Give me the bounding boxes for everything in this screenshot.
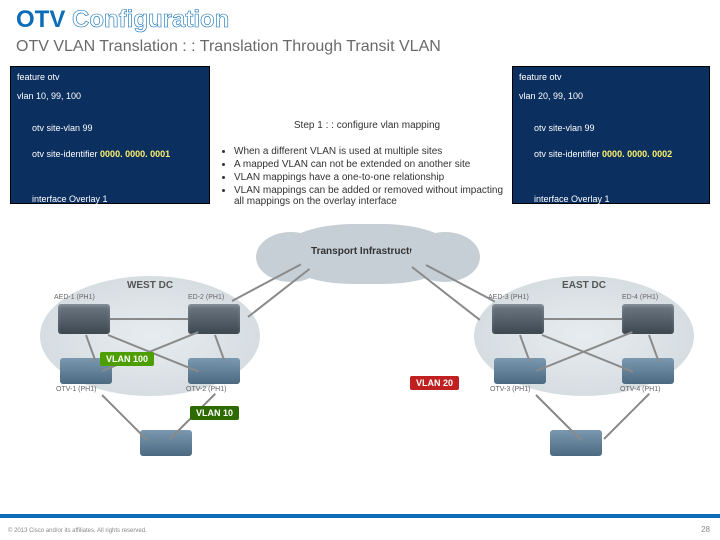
cfg-line: otv site-identifier — [534, 149, 602, 159]
page-number: 28 — [701, 525, 710, 534]
device-label: OTV-4 (PH1) — [620, 386, 660, 393]
badge-vlan100: VLAN 100 — [100, 352, 154, 366]
slide: OTV Configuration OTV VLAN Translation :… — [0, 0, 720, 540]
cfg-line: feature otv — [519, 71, 703, 84]
page-subtitle: OTV VLAN Translation : : Translation Thr… — [16, 38, 441, 56]
cfg-line: interface Overlay 1 — [534, 194, 610, 204]
device-label: ED-4 (PH1) — [622, 294, 658, 301]
device-ed2 — [188, 304, 240, 334]
badge-vlan20: VLAN 20 — [410, 376, 459, 390]
cfg-block: otv site-vlan 99 otv site-identifier 000… — [519, 109, 703, 174]
link — [101, 394, 148, 441]
topology-diagram: Transport Infrastructure WEST DC AED-1 (… — [10, 216, 710, 468]
transport-cloud: Transport Infrastructure — [280, 224, 456, 284]
bullet-item: VLAN mappings can be added or removed wi… — [234, 185, 510, 207]
footer-band — [0, 514, 720, 518]
cfg-block: otv site-vlan 99 otv site-identifier 000… — [17, 109, 203, 174]
device-bottom-left — [140, 430, 192, 456]
cfg-line: feature otv — [17, 71, 203, 84]
bullet-item: When a different VLAN is used at multipl… — [234, 146, 510, 157]
title-otv: OTV — [16, 6, 72, 33]
cfg-highlight: 0000. 0000. 0002 — [602, 149, 672, 159]
transport-cloud-label: Transport Infrastructure — [280, 246, 456, 257]
device-ed4 — [622, 304, 674, 334]
link — [110, 318, 188, 320]
cfg-line: vlan 20, 99, 100 — [519, 90, 703, 103]
step-label: Step 1 : : configure vlan mapping — [252, 120, 482, 131]
west-site-title: WEST DC — [40, 280, 260, 291]
link — [603, 393, 650, 440]
cfg-highlight: 0000. 0000. 0001 — [100, 149, 170, 159]
cfg-line: vlan 10, 99, 100 — [17, 90, 203, 103]
link — [544, 318, 622, 320]
device-aed3 — [492, 304, 544, 334]
west-site: WEST DC AED-1 (PH1) ED-2 (PH1) OTV-1 (PH… — [40, 276, 260, 396]
cfg-line: otv site-identifier — [32, 149, 100, 159]
cfg-line: otv site-vlan 99 — [32, 123, 93, 133]
cfg-line: interface Overlay 1 — [32, 194, 108, 204]
bullet-item: A mapped VLAN can not be extended on ano… — [234, 159, 510, 170]
device-label: ED-2 (PH1) — [188, 294, 224, 301]
device-label: OTV-1 (PH1) — [56, 386, 96, 393]
page-title: OTV Configuration — [16, 6, 229, 34]
title-configuration: Configuration — [72, 6, 229, 33]
device-aed1 — [58, 304, 110, 334]
bullet-list: When a different VLAN is used at multipl… — [220, 146, 510, 209]
config-left: feature otv vlan 10, 99, 100 otv site-vl… — [10, 66, 210, 204]
config-right: feature otv vlan 20, 99, 100 otv site-vl… — [512, 66, 710, 204]
copyright: © 2013 Cisco and/or its affiliates. All … — [8, 528, 147, 534]
link — [542, 334, 634, 373]
device-label: OTV-2 (PH1) — [186, 386, 226, 393]
device-label: OTV-3 (PH1) — [490, 386, 530, 393]
badge-vlan10: VLAN 10 — [190, 406, 239, 420]
device-label: AED-1 (PH1) — [54, 294, 95, 301]
bullet-item: VLAN mappings have a one-to-one relation… — [234, 172, 510, 183]
east-site-title: EAST DC — [474, 280, 694, 291]
east-site: EAST DC AED-3 (PH1) ED-4 (PH1) OTV-3 (PH… — [474, 276, 694, 396]
cfg-line: otv site-vlan 99 — [534, 123, 595, 133]
